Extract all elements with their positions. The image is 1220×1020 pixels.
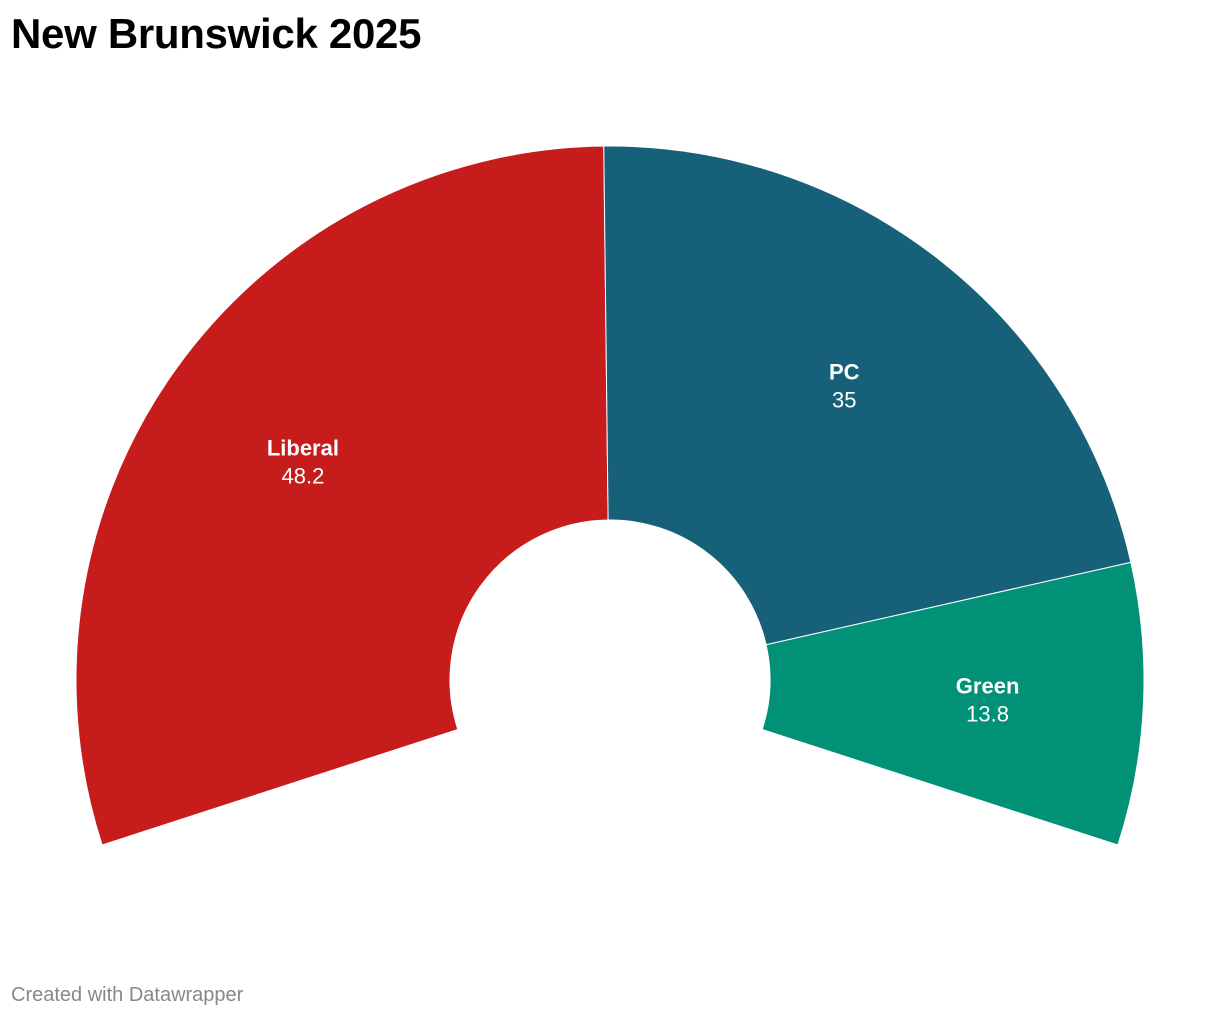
slice-label-liberal: Liberal <box>267 436 339 461</box>
slice-value-pc: 35 <box>832 387 856 412</box>
slice-value-green: 13.8 <box>966 701 1009 726</box>
slice-pc[interactable] <box>603 145 1132 646</box>
chart-labels: Liberal 48.2 PC 35 Green 13.8 <box>267 359 1020 726</box>
slice-label-green: Green <box>956 673 1020 698</box>
chart-slices <box>75 145 1145 846</box>
credit-footer: Created with Datawrapper <box>11 984 244 1006</box>
page-title: New Brunswick 2025 <box>11 10 422 57</box>
slice-value-liberal: 48.2 <box>281 464 324 489</box>
slice-green[interactable] <box>761 561 1145 846</box>
slice-label-pc: PC <box>829 359 860 384</box>
slice-liberal[interactable] <box>75 145 609 846</box>
